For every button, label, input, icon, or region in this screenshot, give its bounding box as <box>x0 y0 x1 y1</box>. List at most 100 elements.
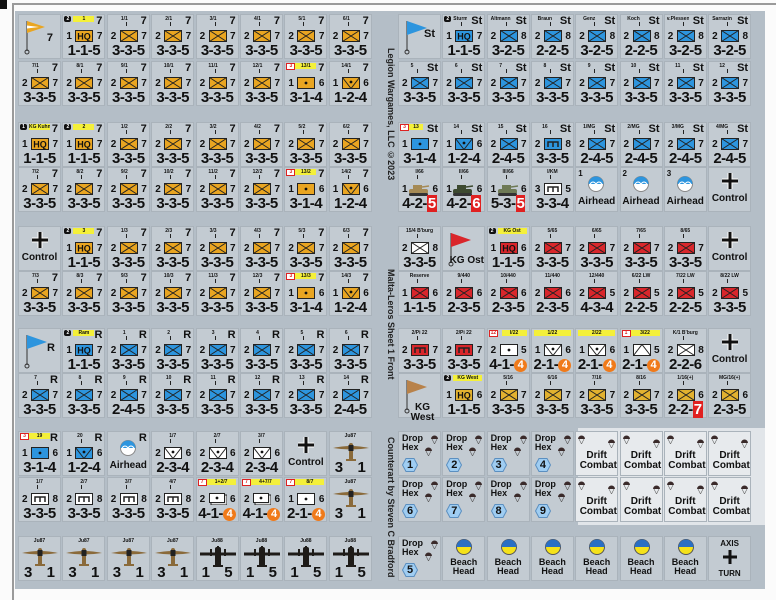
counter-unit[interactable]: 4/3 7 2 7 3-3-5 <box>240 226 283 271</box>
counter-unit[interactable]: 12/3 7 2 7 3-3-5 <box>240 271 283 316</box>
counter-drop[interactable]: Drop Hex 9 <box>530 477 574 522</box>
counter-unit[interactable]: 10 St 2 7 3-3-5 <box>619 61 663 106</box>
counter-unit[interactable]: 11/2 7 2 7 3-3-5 <box>195 167 239 212</box>
counter-drop[interactable]: Drop Hex 7 <box>442 477 486 522</box>
counter-drift[interactable]: Drift Combat <box>575 431 619 476</box>
counter-unit[interactable]: 1/3 7 2 7 3-3-5 <box>106 226 150 271</box>
counter-unit[interactable]: 1/7 2 6 2-3-4 <box>151 431 195 476</box>
counter-control[interactable]: Control <box>284 431 328 476</box>
counter-unit[interactable]: 11 R 2 7 3-3-5 <box>195 373 239 418</box>
counter-unit[interactable]: 13/2 3 7 1 6 3-1-4 <box>284 167 328 212</box>
counter-drop[interactable]: Drop Hex 2 <box>442 431 486 476</box>
counter-unit[interactable]: 10/440 2 6 2-3-5 <box>486 271 530 316</box>
counter-unit[interactable]: 9 R 2 7 2-4-5 <box>106 373 150 418</box>
counter-unit[interactable]: I/22 12 2 5 4-1- 4 <box>486 328 530 373</box>
counter-drift[interactable]: Drift Combat <box>663 477 707 522</box>
counter-drift[interactable]: Drift Combat <box>708 477 752 522</box>
counter-unit[interactable]: 2/1 7 2 7 3-3-5 <box>151 14 195 59</box>
counter-unit[interactable]: 10/2 7 2 7 3-3-5 <box>151 167 195 212</box>
counter-unit[interactable]: MG/16(+) 2 6 2-3-5 <box>708 373 752 418</box>
counter-unit[interactable]: 12 St 2 7 3-3-5 <box>708 61 752 106</box>
counter-unit[interactable]: 1/22 1 6 2-1- 4 <box>530 328 574 373</box>
counter-flag[interactable]: 7 <box>18 14 61 59</box>
counter-unit[interactable]: 1/1 7 2 7 3-3-5 <box>106 14 150 59</box>
counter-unit[interactable]: 8 R 2 7 3-3-5 <box>62 373 106 418</box>
counter-unit[interactable]: 5 St 2 7 3-3-5 <box>398 61 441 106</box>
counter-unit[interactable]: 6/22 LW 2 5 2-2-5 <box>619 271 663 316</box>
counter-unit[interactable]: 3/2 7 2 7 3-3-5 <box>195 122 239 167</box>
counter-unit[interactable]: 8/3 7 2 7 3-3-5 <box>62 271 106 316</box>
counter-unit[interactable]: 10 R 2 7 3-3-5 <box>151 373 195 418</box>
counter-unit[interactable]: 1 2 7 1 7 HQ 1-1-5 <box>62 14 106 59</box>
counter-unit[interactable]: 6 R 2 7 3-3-5 <box>328 328 372 373</box>
counter-unit[interactable]: 8/22 LW 2 5 3-3-5 <box>708 271 752 316</box>
counter-control[interactable]: Control <box>708 328 752 373</box>
counter-unit[interactable]: 5/3 7 2 7 3-3-5 <box>284 226 328 271</box>
counter-unit[interactable]: 8/16 2 7 3-3-5 <box>619 373 663 418</box>
counter-flag[interactable]: R <box>18 328 61 373</box>
counter-beach[interactable]: Beach Head <box>530 536 574 581</box>
counter-unit[interactable]: 3/7 2 8 3-3-5 <box>106 477 150 522</box>
counter-unit[interactable]: 5 R 2 7 3-3-5 <box>284 328 328 373</box>
counter-unit[interactable]: 6/3 7 2 7 3-3-5 <box>328 226 372 271</box>
counter-unit[interactable]: 1/7 2 8 3-3-5 <box>18 477 61 522</box>
counter-unit[interactable]: 2/Pi 22 2 7 3-3-5 <box>398 328 441 373</box>
counter-unit[interactable]: 11/1 7 2 7 3-3-5 <box>195 61 239 106</box>
counter-plane[interactable]: Ju87 3 1 <box>62 536 106 581</box>
counter-tank[interactable]: III/66 1 6 5-3-5 <box>486 167 530 212</box>
counter-unit[interactable]: 2/Pi 22 2 7 3-3-5 <box>442 328 486 373</box>
counter-unit[interactable]: Altmann St 2 8 3-2-5 <box>486 14 530 59</box>
counter-control[interactable]: Control <box>18 226 61 271</box>
counter-plane[interactable]: Ju88 1 5 <box>195 536 239 581</box>
counter-airhead[interactable]: 3 Airhead <box>663 167 707 212</box>
counter-unit[interactable]: KG Ost 2 1 6 HQ 1-1-5 <box>486 226 530 271</box>
counter-control[interactable]: Control <box>708 226 752 271</box>
counter-unit[interactable]: Reserve 1 6 1-1-5 <box>398 271 441 316</box>
counter-beach[interactable]: Beach Head <box>575 536 619 581</box>
counter-plane[interactable]: Ju87 3 1 <box>151 536 195 581</box>
counter-unit[interactable]: 10/3 7 2 7 3-3-5 <box>151 271 195 316</box>
counter-beach[interactable]: Beach Head <box>442 536 486 581</box>
counter-drop[interactable]: Drop Hex 1 <box>398 431 441 476</box>
counter-drop[interactable]: Drop Hex 6 <box>398 477 441 522</box>
counter-plane[interactable]: Ju87 3 1 <box>106 536 150 581</box>
counter-unit[interactable]: 2/3 7 2 7 3-3-5 <box>151 226 195 271</box>
counter-unit[interactable]: 12/440 2 5 4-3-4 <box>575 271 619 316</box>
counter-unit[interactable]: 4/7 2 8 3-3-5 <box>151 477 195 522</box>
counter-unit[interactable]: 5/65 2 7 3-3-5 <box>530 226 574 271</box>
counter-unit[interactable]: 7/22 LW 2 5 2-2-5 <box>663 271 707 316</box>
counter-unit[interactable]: 15 St 2 7 2-4-5 <box>486 122 530 167</box>
counter-unit[interactable]: KG West 2 1 6 HQ 1-1-5 <box>442 373 486 418</box>
counter-unit[interactable]: 9/2 7 2 7 3-3-5 <box>106 167 150 212</box>
counter-unit[interactable]: Koch St 2 8 2-2-5 <box>619 14 663 59</box>
counter-unit[interactable]: 3/MG St 2 7 2-4-5 <box>663 122 707 167</box>
counter-unit[interactable]: Sturm 2 St 1 7 HQ 1-1-5 <box>442 14 486 59</box>
counter-unit[interactable]: 2/7 2 6 2-3-4 <box>195 431 239 476</box>
counter-unit[interactable]: 5/2 7 2 7 3-3-5 <box>284 122 328 167</box>
counter-unit[interactable]: 6/16 2 7 3-3-5 <box>530 373 574 418</box>
counter-unit[interactable]: 8/65 2 7 3-3-5 <box>663 226 707 271</box>
counter-airhead[interactable]: 2 Airhead <box>619 167 663 212</box>
counter-unit[interactable]: Braun St 2 8 2-2-5 <box>530 14 574 59</box>
counter-unit[interactable]: 1+2/7 7 2 6 4-1- 4 <box>195 477 239 522</box>
counter-unit[interactable]: 8 St 2 7 3-3-5 <box>530 61 574 106</box>
counter-tank[interactable]: I/66 1 6 4-2-5 <box>398 167 441 212</box>
counter-unit[interactable]: 2/7 2 8 3-3-5 <box>62 477 106 522</box>
counter-unit[interactable]: 13 3 St 1 7 3-1-4 <box>398 122 441 167</box>
counter-unit[interactable]: 1/MG St 2 7 2-4-5 <box>575 122 619 167</box>
counter-drift[interactable]: Drift Combat <box>619 431 663 476</box>
counter-unit[interactable]: 6/2 7 2 7 3-3-5 <box>328 122 372 167</box>
counter-unit[interactable]: 14 St 1 6 1-2-4 <box>442 122 486 167</box>
counter-unit[interactable]: 11 St 2 7 3-3-5 <box>663 61 707 106</box>
counter-unit[interactable]: 2/MG St 2 7 2-4-5 <box>619 122 663 167</box>
counter-unit[interactable]: 1/2 7 2 7 3-3-5 <box>106 122 150 167</box>
counter-unit[interactable]: 3/7 2 6 2-3-4 <box>240 431 283 476</box>
counter-unit[interactable]: KG Kuhne1717HQ1-1-5 <box>18 122 61 167</box>
counter-unit[interactable]: 8/7 7 1 6 2-1- 4 <box>284 477 328 522</box>
counter-unit[interactable]: 6 St 2 7 3-3-5 <box>442 61 486 106</box>
counter-unit[interactable]: 8/2 7 2 7 3-3-5 <box>62 167 106 212</box>
counter-unit[interactable]: 14/3 7 1 6 1-2-4 <box>328 271 372 316</box>
counter-unit[interactable]: 7/2 7 2 7 3-3-5 <box>18 167 61 212</box>
counter-unit[interactable]: 6/65 2 7 3-3-5 <box>575 226 619 271</box>
counter-unit[interactable]: 3/22 1 1 5 2-1- 4 <box>619 328 663 373</box>
